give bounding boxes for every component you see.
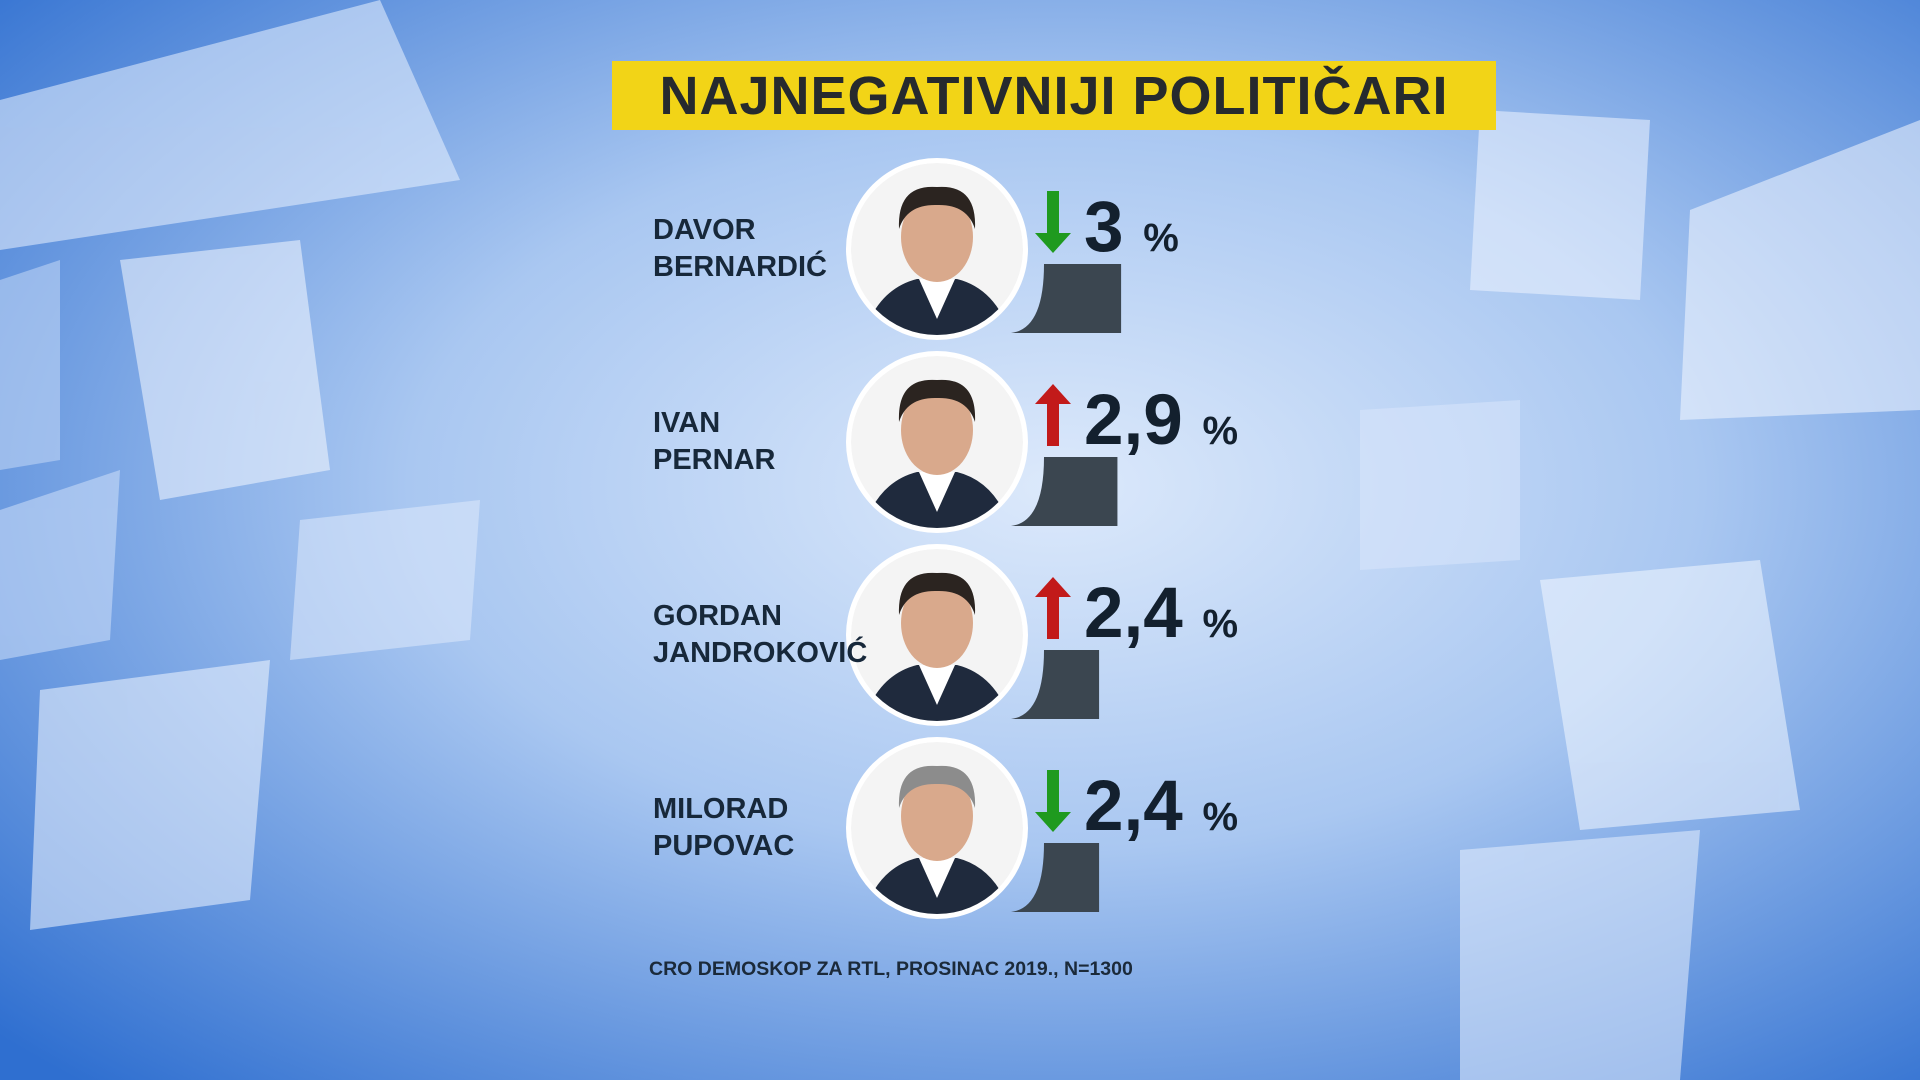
value-unit: % [1202, 602, 1238, 646]
portrait [846, 351, 1028, 533]
value-unit: % [1202, 795, 1238, 839]
politician-name: MILORAD PUPOVAC [653, 793, 795, 862]
value-label: 2,4 % [1084, 574, 1238, 653]
portrait-photo [851, 549, 1023, 721]
portrait [846, 737, 1028, 919]
portrait-hair [898, 572, 976, 615]
portrait [846, 158, 1028, 340]
bar [1011, 843, 1100, 912]
portrait-face [901, 192, 973, 282]
portrait-photo [851, 742, 1023, 914]
politician-name: DAVOR BERNARDIĆ [653, 214, 827, 283]
trend-arrow [1035, 770, 1071, 832]
value-label: 3 % [1084, 188, 1179, 267]
portrait-shirt [919, 665, 955, 705]
value-label: 2,9 % [1084, 381, 1238, 460]
portrait-shirt [919, 472, 955, 512]
value-number: 2,4 [1084, 767, 1202, 846]
value-number: 2,4 [1084, 574, 1202, 653]
chart-title: NAJNEGATIVNIJI POLITIČARI [612, 61, 1496, 130]
politician-name: IVAN PERNAR [653, 407, 776, 476]
bar [1011, 457, 1118, 526]
bar [1011, 650, 1100, 719]
source-note: CRO DEMOSKOP ZA RTL, PROSINAC 2019., N=1… [649, 958, 1133, 980]
portrait [846, 544, 1028, 726]
value-unit: % [1202, 409, 1238, 453]
bar [1011, 264, 1122, 333]
trend-arrow [1035, 384, 1071, 446]
value-unit: % [1143, 216, 1179, 260]
trend-arrow [1035, 191, 1071, 253]
portrait-hair [898, 186, 976, 229]
politician-name: GORDAN JANDROKOVIĆ [653, 600, 868, 669]
portrait-face [901, 578, 973, 668]
portrait-face [901, 385, 973, 475]
portrait-photo [851, 163, 1023, 335]
portrait-hair [898, 379, 976, 422]
value-label: 2,4 % [1084, 767, 1238, 846]
value-number: 3 [1084, 188, 1143, 267]
portrait-photo [851, 356, 1023, 528]
trend-arrow [1035, 577, 1071, 639]
portrait-hair [898, 765, 976, 808]
portrait-face [901, 771, 973, 861]
portrait-shirt [919, 279, 955, 319]
portrait-shirt [919, 858, 955, 898]
value-number: 2,9 [1084, 381, 1202, 460]
